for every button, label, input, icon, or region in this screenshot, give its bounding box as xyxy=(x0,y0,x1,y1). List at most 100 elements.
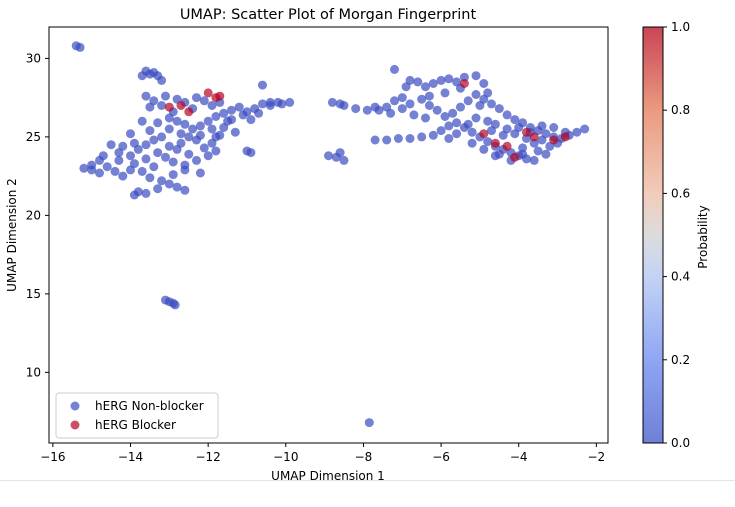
data-point xyxy=(188,124,198,134)
data-point xyxy=(510,152,520,162)
data-point xyxy=(114,155,124,165)
data-point xyxy=(549,123,559,132)
data-point xyxy=(258,99,267,109)
data-point xyxy=(98,151,108,161)
data-point xyxy=(475,101,485,110)
colorbar-gradient xyxy=(642,26,664,444)
data-point xyxy=(487,99,496,109)
data-point xyxy=(114,148,124,158)
data-point xyxy=(106,140,116,150)
data-point xyxy=(246,115,256,125)
x-tick-label: −4 xyxy=(510,450,528,464)
data-point xyxy=(483,137,493,147)
data-point xyxy=(170,300,180,310)
data-point xyxy=(129,159,139,169)
data-point xyxy=(393,134,403,143)
series-non-blocker xyxy=(71,41,590,428)
data-point xyxy=(79,163,89,173)
data-point xyxy=(490,138,500,148)
data-point xyxy=(459,79,469,88)
data-point xyxy=(219,108,229,118)
data-point xyxy=(129,138,139,148)
x-axis: −16 −14 −12 −10 −8 −6 −4 −2 xyxy=(40,443,605,464)
data-point xyxy=(161,91,170,101)
data-point xyxy=(149,135,159,145)
data-point xyxy=(401,82,411,92)
x-tick-label: −12 xyxy=(195,450,220,464)
bottom-strip xyxy=(0,480,735,507)
data-point xyxy=(180,165,190,175)
data-point xyxy=(172,116,182,126)
x-tick-label: −8 xyxy=(355,450,373,464)
legend-label-non-blocker: hERG Non-blocker xyxy=(95,399,204,413)
data-point xyxy=(432,105,442,115)
data-point xyxy=(471,71,481,81)
data-point xyxy=(560,132,570,142)
data-point xyxy=(397,104,407,114)
x-axis-label: UMAP Dimension 1 xyxy=(271,469,385,483)
data-point xyxy=(180,119,190,129)
data-point xyxy=(452,118,462,128)
data-point xyxy=(137,116,147,126)
colorbar: 0.0 0.2 0.4 0.6 0.8 1.0 Probability xyxy=(642,20,710,450)
data-point xyxy=(141,154,151,164)
data-point xyxy=(207,124,217,134)
data-point xyxy=(428,130,438,140)
data-point xyxy=(184,132,194,142)
data-point xyxy=(118,171,128,181)
data-point xyxy=(494,104,504,114)
data-point xyxy=(211,112,221,121)
data-point xyxy=(529,138,539,148)
data-point xyxy=(471,113,481,123)
data-point xyxy=(549,135,559,145)
data-point xyxy=(184,107,194,117)
y-tick-label: 30 xyxy=(26,51,41,65)
data-point xyxy=(207,138,217,148)
data-point xyxy=(141,91,151,101)
data-point xyxy=(227,105,236,115)
legend-label-blocker: hERG Blocker xyxy=(95,418,176,432)
data-point xyxy=(502,110,512,120)
data-point xyxy=(195,130,205,140)
data-point xyxy=(157,132,167,142)
colorbar-tick-label: 0.0 xyxy=(671,436,690,450)
y-tick-label: 20 xyxy=(26,208,41,222)
data-point xyxy=(133,187,143,197)
data-point xyxy=(421,82,430,92)
data-point xyxy=(448,108,458,118)
data-point xyxy=(522,127,531,137)
data-point xyxy=(382,135,392,145)
colorbar-ticks: 0.0 0.2 0.4 0.6 0.8 1.0 xyxy=(663,20,690,450)
data-point xyxy=(164,124,174,134)
data-point xyxy=(157,176,167,186)
data-point xyxy=(164,141,174,151)
data-point xyxy=(424,101,434,110)
data-point xyxy=(572,127,582,137)
data-point xyxy=(203,116,213,126)
data-point xyxy=(386,108,396,118)
data-point xyxy=(362,105,372,115)
data-point xyxy=(172,144,182,154)
data-point xyxy=(242,146,252,156)
data-point xyxy=(95,168,104,178)
x-tick-label: −14 xyxy=(118,450,143,464)
data-point xyxy=(211,146,221,156)
data-point xyxy=(339,101,349,110)
data-point xyxy=(417,94,427,104)
data-point xyxy=(192,155,201,165)
colorbar-tick-label: 0.6 xyxy=(671,186,690,200)
data-point xyxy=(215,91,225,101)
legend-marker-blocker xyxy=(70,420,80,430)
data-point xyxy=(467,127,477,137)
x-tick-label: −6 xyxy=(432,450,450,464)
data-point xyxy=(75,42,85,52)
plot-area xyxy=(48,26,609,444)
data-point xyxy=(498,130,508,140)
data-point xyxy=(529,155,539,165)
legend-box xyxy=(55,392,219,439)
data-point xyxy=(390,64,399,74)
data-point xyxy=(533,146,543,156)
data-point xyxy=(145,102,155,112)
data-point xyxy=(463,96,473,106)
colorbar-tick-label: 0.2 xyxy=(671,353,690,367)
